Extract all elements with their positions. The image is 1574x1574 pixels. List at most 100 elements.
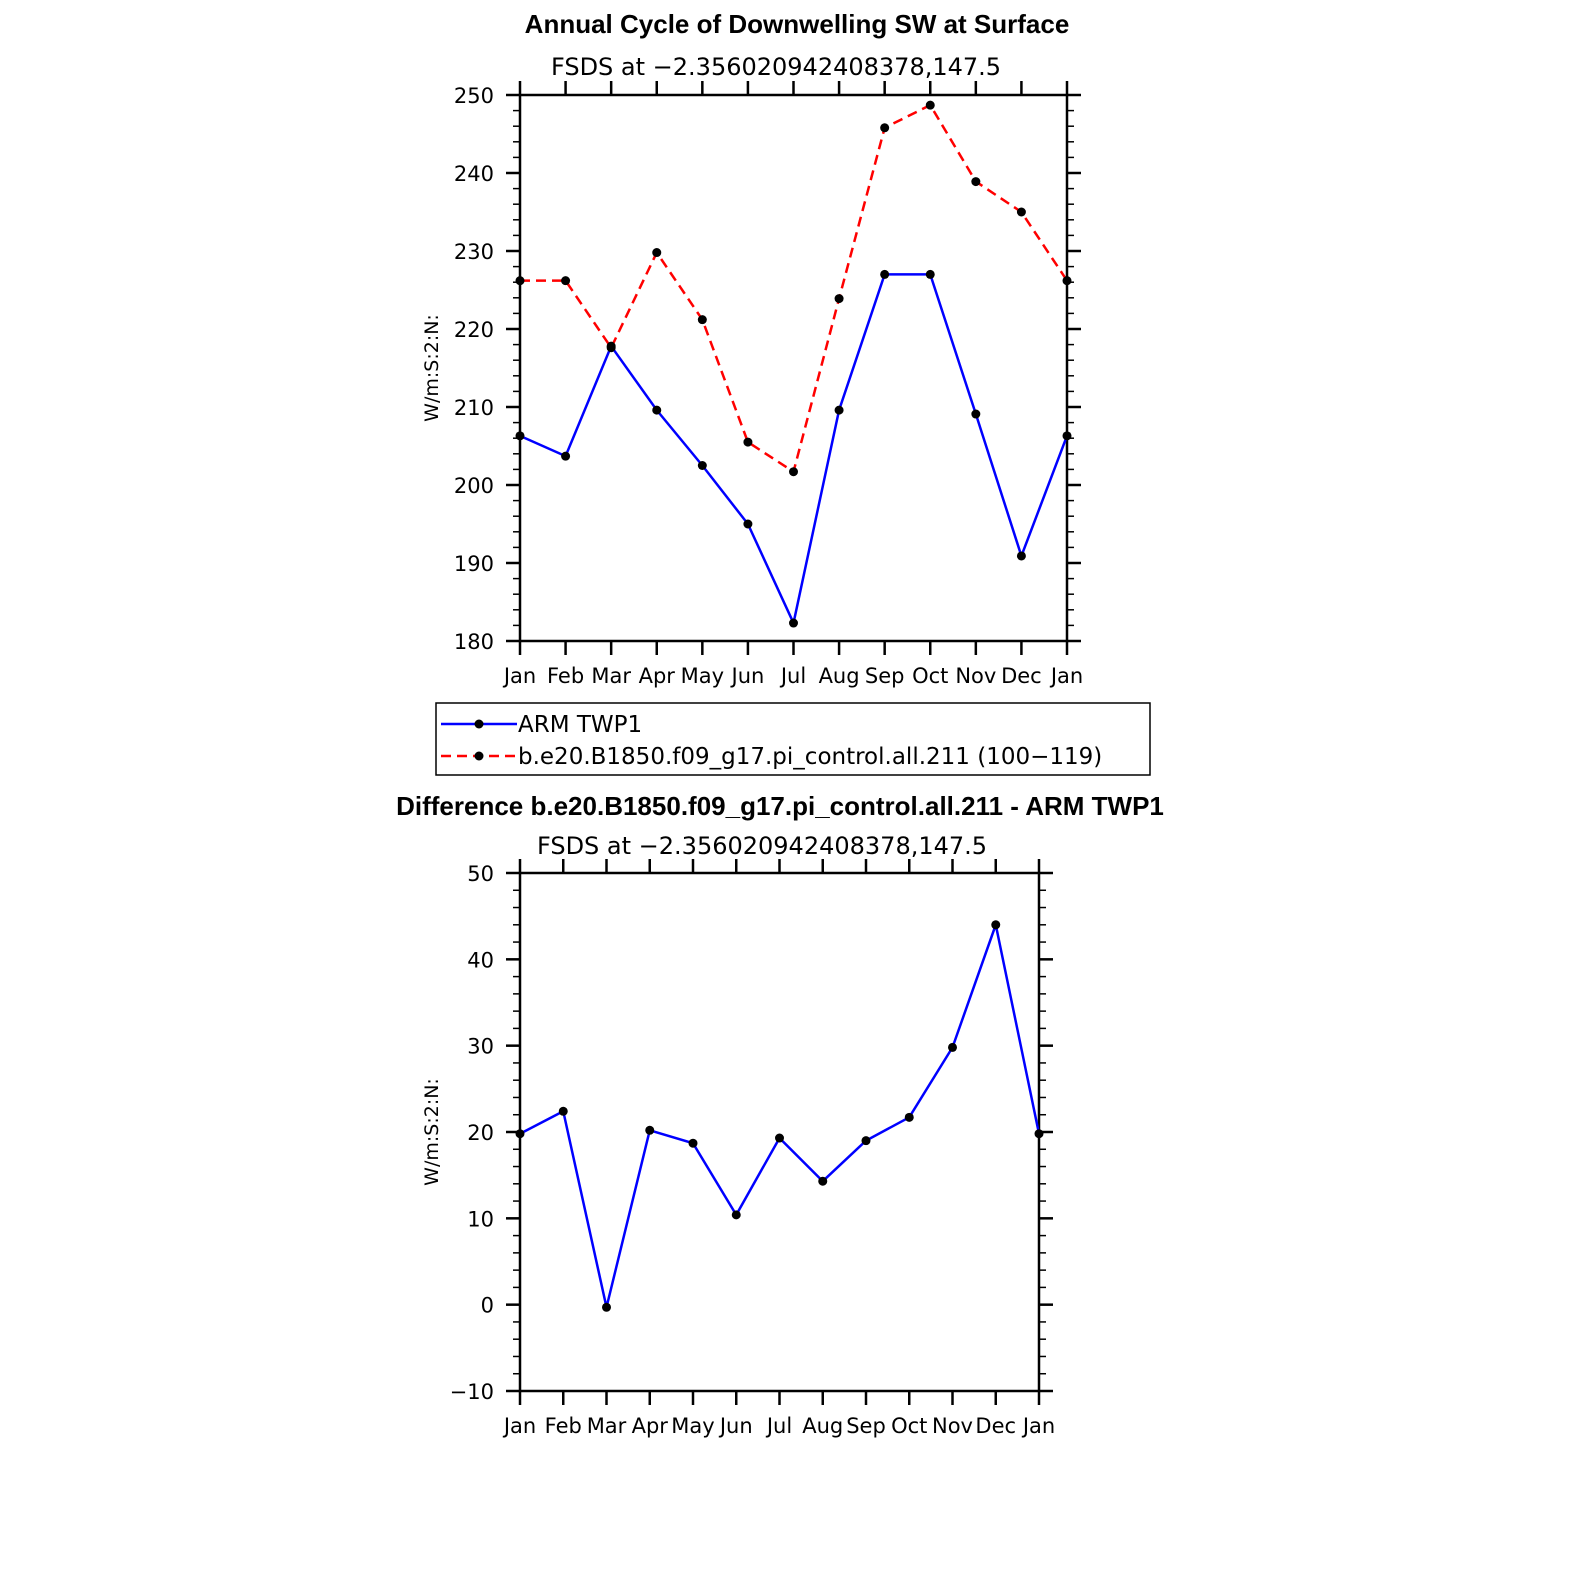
data-point [602, 1302, 611, 1312]
data-point [834, 294, 844, 304]
data-point [880, 123, 890, 133]
difference-panel: Difference b.e20.B1850.f09_g17.pi_contro… [396, 791, 1164, 1438]
y-tick-label: −10 [450, 1380, 494, 1404]
x-tick-label: Mar [591, 664, 631, 688]
x-tick-label: Jan [1049, 664, 1083, 688]
data-point [1016, 551, 1026, 561]
legend: ARM TWP1 b.e20.B1850.f09_g17.pi_control.… [435, 702, 1151, 776]
series-group [515, 920, 1044, 1312]
y-tick-label: 220 [454, 318, 494, 342]
data-point [697, 315, 707, 325]
x-tick-label: Sep [846, 1414, 886, 1438]
x-tick-label: Aug [802, 1414, 843, 1438]
data-point [1062, 276, 1072, 286]
legend-marker-arm [474, 719, 484, 729]
x-tick-label: Jan [1021, 1414, 1055, 1438]
data-point [789, 618, 798, 628]
data-point [991, 920, 1001, 930]
legend-marker-model [474, 751, 484, 761]
x-tick-label: Aug [819, 664, 860, 688]
x-tick-label: Jul [779, 664, 806, 688]
data-point [561, 276, 571, 286]
x-tick-label: Jul [765, 1414, 792, 1438]
series-line [520, 103, 1069, 474]
data-point [515, 1129, 525, 1139]
data-point [1034, 1129, 1044, 1139]
data-point [652, 248, 662, 258]
y-tick-label: 50 [467, 862, 494, 886]
x-tick-label: May [681, 664, 724, 688]
x-tick-label: Apr [632, 1414, 669, 1438]
data-point [971, 409, 981, 419]
x-tick-label: Jun [718, 1414, 753, 1438]
legend-label-model: b.e20.B1850.f09_g17.pi_control.all.211 (… [518, 744, 1102, 770]
chart-subtitle: FSDS at −2.356020942408378,147.5 [551, 53, 1001, 81]
legend-box [435, 702, 1151, 776]
x-tick-label: Sep [865, 664, 905, 688]
data-point [515, 276, 525, 286]
x-tick-label: Oct [891, 1414, 927, 1438]
x-tick-label: Dec [975, 1414, 1016, 1438]
y-tick-label: 230 [454, 240, 494, 264]
series-line [519, 273, 1069, 627]
y-tick-label: 40 [467, 948, 494, 972]
y-axis-label: W/m:S:2:N: [421, 1078, 443, 1186]
plot-frame [518, 93, 1069, 643]
x-tick-label: Nov [932, 1414, 973, 1438]
data-point [743, 437, 753, 447]
chart-title: Difference b.e20.B1850.f09_g17.pi_contro… [396, 791, 1164, 821]
data-point [861, 1136, 871, 1146]
y-tick-label: 210 [454, 396, 494, 420]
data-point [697, 461, 707, 470]
data-point [1016, 207, 1026, 217]
x-tick-label: Mar [587, 1414, 627, 1438]
data-point [971, 177, 981, 187]
y-tick-label: 250 [454, 84, 494, 108]
data-point [775, 1133, 784, 1143]
axis-ticks: Jan Feb Mar Apr May Jun Jul Aug Sep Oct Nov Dec Jan−… [450, 859, 1055, 1438]
y-tick-label: 30 [467, 1035, 494, 1059]
x-tick-label: Jan [502, 664, 536, 688]
chart-title: Annual Cycle of Downwelling SW at Surfac… [525, 9, 1070, 39]
data-point [904, 1112, 914, 1122]
legend-label-arm: ARM TWP1 [518, 712, 642, 738]
data-point [925, 100, 935, 110]
y-tick-label: 0 [481, 1294, 494, 1318]
x-tick-label: Feb [547, 664, 584, 688]
data-point [645, 1125, 655, 1135]
x-tick-label: Feb [545, 1414, 582, 1438]
data-point [1062, 431, 1072, 441]
x-tick-label: May [671, 1414, 714, 1438]
data-point [818, 1176, 828, 1186]
y-tick-label: 190 [454, 552, 494, 576]
x-tick-label: Nov [955, 664, 996, 688]
data-point [880, 269, 890, 279]
y-tick-label: 200 [454, 474, 494, 498]
data-point [561, 451, 571, 461]
data-point [606, 343, 616, 353]
data-point [925, 269, 935, 279]
plot-frame [518, 871, 1041, 1393]
data-point [743, 519, 753, 529]
data-point [558, 1106, 568, 1116]
annual-cycle-panel: Annual Cycle of Downwelling SW at Surfac… [421, 9, 1151, 776]
data-point [515, 431, 525, 441]
y-tick-label: 180 [454, 630, 494, 654]
data-point [789, 467, 798, 477]
series-group [515, 100, 1072, 628]
y-axis-label: W/m:S:2:N: [421, 314, 443, 422]
data-point [948, 1042, 957, 1052]
x-tick-label: Dec [1001, 664, 1042, 688]
series-line [519, 920, 1041, 1308]
x-tick-label: Oct [912, 664, 948, 688]
x-tick-label: Jun [730, 664, 765, 688]
x-tick-label: Jan [502, 1414, 536, 1438]
y-tick-label: 240 [454, 162, 494, 186]
data-point [834, 405, 844, 415]
data-point [652, 405, 662, 415]
axis-ticks: Jan Feb Mar Apr May Jun Jul Aug Sep Oct Nov Dec Jan 1… [454, 81, 1083, 688]
chart-subtitle: FSDS at −2.356020942408378,147.5 [537, 832, 987, 860]
y-tick-label: 20 [467, 1121, 494, 1145]
data-point [688, 1138, 698, 1148]
